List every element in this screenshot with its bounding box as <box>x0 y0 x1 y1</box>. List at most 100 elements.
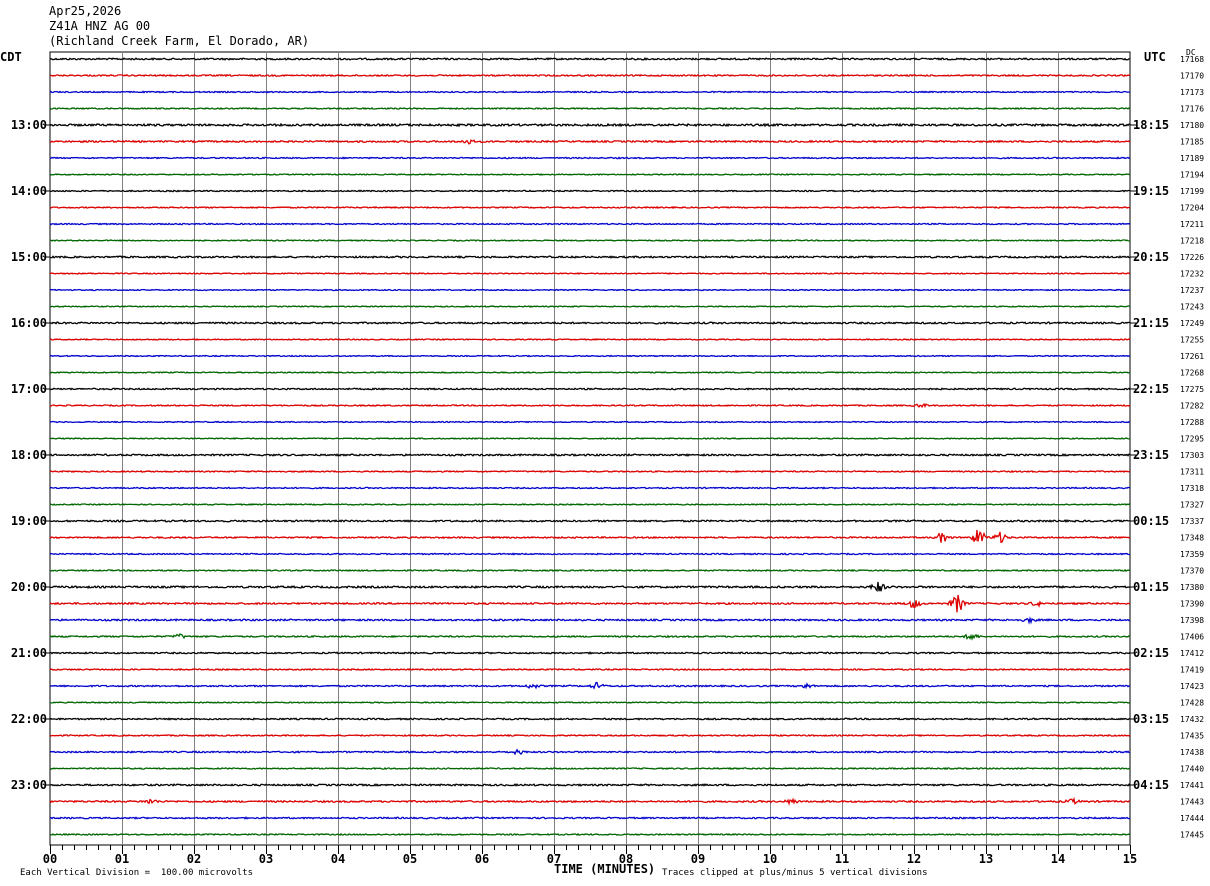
dc-offset-label: 17275 <box>1180 385 1204 394</box>
dc-offset-label: 17255 <box>1180 336 1204 345</box>
trace-line <box>49 189 1130 193</box>
left-hour-label: 16:00 <box>11 316 47 330</box>
dc-offset-label: 17406 <box>1180 633 1204 642</box>
dc-offset-label: 17218 <box>1180 237 1204 246</box>
dc-offset-label: 17226 <box>1180 253 1204 262</box>
trace-line <box>49 594 1131 613</box>
right-hour-label: 18:15 <box>1133 118 1169 132</box>
dc-offset-label: 17444 <box>1180 814 1204 823</box>
trace-line <box>49 469 1131 474</box>
dc-offset-label: 17268 <box>1180 369 1204 378</box>
dc-offset-label: 17170 <box>1180 72 1204 81</box>
trace-line <box>49 832 1131 837</box>
trace-line <box>49 387 1131 391</box>
dc-offset-label: 17380 <box>1180 583 1204 592</box>
left-hour-label: 21:00 <box>11 646 47 660</box>
dc-offset-label: 17359 <box>1180 550 1204 559</box>
dc-offset-label: 17311 <box>1180 468 1204 477</box>
dc-offset-label: 17445 <box>1180 831 1204 840</box>
dc-offset-label: 17318 <box>1180 484 1204 493</box>
trace-line <box>49 371 1131 374</box>
right-hour-label: 03:15 <box>1133 712 1169 726</box>
dc-offset-label: 17398 <box>1180 616 1204 625</box>
dc-offset-label: 17435 <box>1180 732 1204 741</box>
dc-offset-label: 17288 <box>1180 418 1204 427</box>
dc-offset-label: 17168 <box>1180 55 1204 64</box>
dc-offset-label: 17176 <box>1180 105 1204 114</box>
header-location: (Richland Creek Farm, El Dorado, AR) <box>49 34 310 48</box>
trace-line <box>49 122 1131 128</box>
trace-line <box>49 255 1131 259</box>
trace-line <box>49 239 1131 242</box>
x-tick-label: 03 <box>259 852 273 866</box>
trace-line <box>49 354 1131 358</box>
trace-line <box>49 529 1131 544</box>
left-hour-label: 13:00 <box>11 118 47 132</box>
left-hour-label: 23:00 <box>11 778 47 792</box>
dc-offset-label: 17261 <box>1180 352 1204 361</box>
trace-line <box>49 701 1130 704</box>
plot-frame <box>49 51 1131 846</box>
trace-line <box>49 338 1131 341</box>
x-tick-label: 08 <box>619 852 633 866</box>
trace-line <box>49 156 1131 160</box>
x-tick-label: 10 <box>763 852 777 866</box>
trace-line <box>49 568 1130 573</box>
dc-offset-label: 17443 <box>1180 798 1204 807</box>
trace-line <box>49 651 1131 655</box>
trace-line <box>50 519 1131 524</box>
trace-line <box>49 733 1131 738</box>
trace-line <box>49 633 1131 641</box>
right-hour-label: 00:15 <box>1133 514 1169 528</box>
dc-offset-label: 17185 <box>1180 138 1204 147</box>
dc-offset-label: 17390 <box>1180 600 1204 609</box>
dc-offset-label: 17232 <box>1180 270 1204 279</box>
trace-line <box>49 222 1131 226</box>
trace-line <box>49 453 1131 457</box>
dc-offset-label: 17249 <box>1180 319 1204 328</box>
trace-line <box>49 57 1131 61</box>
right-hour-label: 19:15 <box>1133 184 1169 198</box>
trace-line <box>49 403 1131 408</box>
dc-offset-label: 17432 <box>1180 715 1204 724</box>
dc-offset-label: 17327 <box>1180 501 1204 510</box>
left-hour-label: 18:00 <box>11 448 47 462</box>
trace-line <box>49 667 1131 671</box>
trace-line <box>49 288 1131 292</box>
x-tick-label: 04 <box>331 852 345 866</box>
left-hour-label: 14:00 <box>11 184 47 198</box>
dc-offset-label: 17303 <box>1180 451 1204 460</box>
dc-offset-label: 17237 <box>1180 286 1204 295</box>
dc-offset-label: 17337 <box>1180 517 1204 526</box>
trace-line <box>49 816 1131 820</box>
left-hour-label: 15:00 <box>11 250 47 264</box>
trace-line <box>49 748 1130 756</box>
dc-offset-label: 17412 <box>1180 649 1204 658</box>
x-tick-label: 09 <box>691 852 705 866</box>
trace-line <box>49 305 1131 308</box>
x-tick-label: 14 <box>1051 852 1065 866</box>
x-axis-label: TIME (MINUTES) <box>554 862 656 876</box>
dc-offset-label: 17194 <box>1180 171 1204 180</box>
trace-line <box>49 486 1131 490</box>
dc-offset-label: 17189 <box>1180 154 1204 163</box>
dc-offset-label: 17441 <box>1180 781 1204 790</box>
dc-offset-label: 17243 <box>1180 303 1204 312</box>
trace-line <box>49 420 1131 424</box>
dc-offset-label: 17199 <box>1180 187 1204 196</box>
trace-line <box>49 766 1131 771</box>
x-tick-label: 02 <box>187 852 201 866</box>
right-hour-label: 01:15 <box>1133 580 1169 594</box>
trace-line <box>49 681 1131 690</box>
x-tick-label: 11 <box>835 852 849 866</box>
x-tick-label: 00 <box>43 852 57 866</box>
x-tick-label: 06 <box>475 852 489 866</box>
dc-offset-label: 17180 <box>1180 121 1204 130</box>
left-hour-label: 19:00 <box>11 514 47 528</box>
right-hour-label: 04:15 <box>1133 778 1169 792</box>
dc-offset-label: 17428 <box>1180 699 1204 708</box>
right-hour-label: 20:15 <box>1133 250 1169 264</box>
dc-offset-label: 17348 <box>1180 534 1204 543</box>
trace-line <box>49 503 1131 506</box>
